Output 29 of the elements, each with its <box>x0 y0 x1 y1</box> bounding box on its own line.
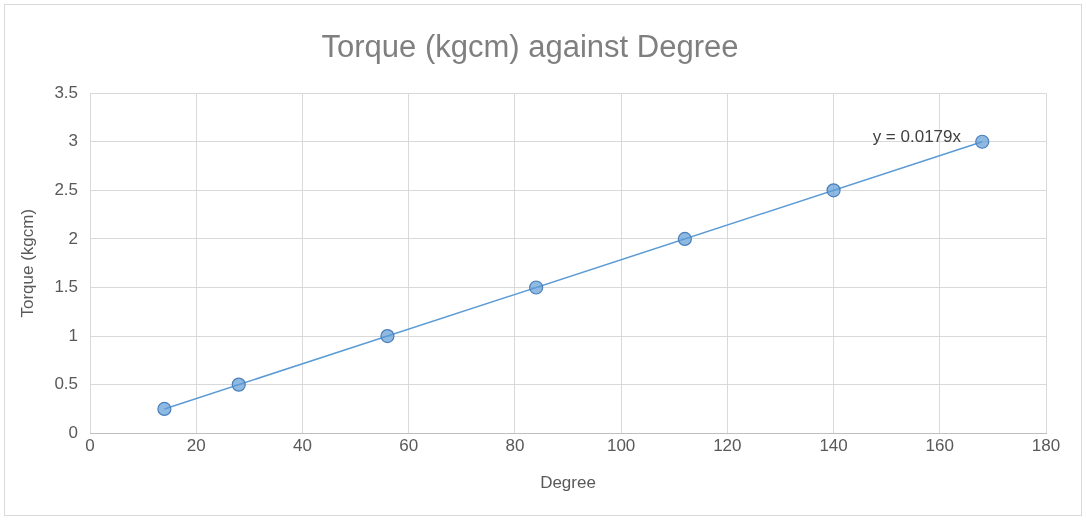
point <box>231 377 246 392</box>
x-tick-label: 180 <box>1031 436 1061 456</box>
y-tick-label: 0 <box>68 422 79 442</box>
x-tick-label: 160 <box>925 436 954 456</box>
x-tick-label: 0 <box>85 436 95 456</box>
x-axis-title: Degree <box>540 473 596 493</box>
point <box>380 328 395 344</box>
x-tick-label: 60 <box>399 436 419 456</box>
y-tick-label: 2 <box>68 228 79 248</box>
point <box>677 231 692 247</box>
annotation: y = 0.0179x <box>872 126 962 146</box>
y-tick-label: 1.5 <box>54 277 79 297</box>
x-tick-label: 140 <box>819 436 848 456</box>
point <box>157 401 172 417</box>
x-tick-label: 120 <box>713 436 742 456</box>
y-tick-label: 1 <box>68 325 79 345</box>
x-tick-label: 100 <box>606 436 636 456</box>
y-tick-label: 3 <box>68 131 79 151</box>
point <box>975 134 990 149</box>
x-tick-label: 40 <box>293 436 312 456</box>
y-tick-label: 3.5 <box>54 82 79 102</box>
x-tick-label: 80 <box>505 436 525 456</box>
y-tick-label: 2.5 <box>54 180 79 200</box>
y-tick-label: 0.5 <box>54 374 79 394</box>
point <box>826 183 841 198</box>
x-tick-label: 20 <box>186 436 206 456</box>
point <box>529 280 544 295</box>
chart-title: Torque (kgcm) against Degree <box>321 29 739 65</box>
y-axis-title: Torque (kgcm) <box>17 208 37 318</box>
